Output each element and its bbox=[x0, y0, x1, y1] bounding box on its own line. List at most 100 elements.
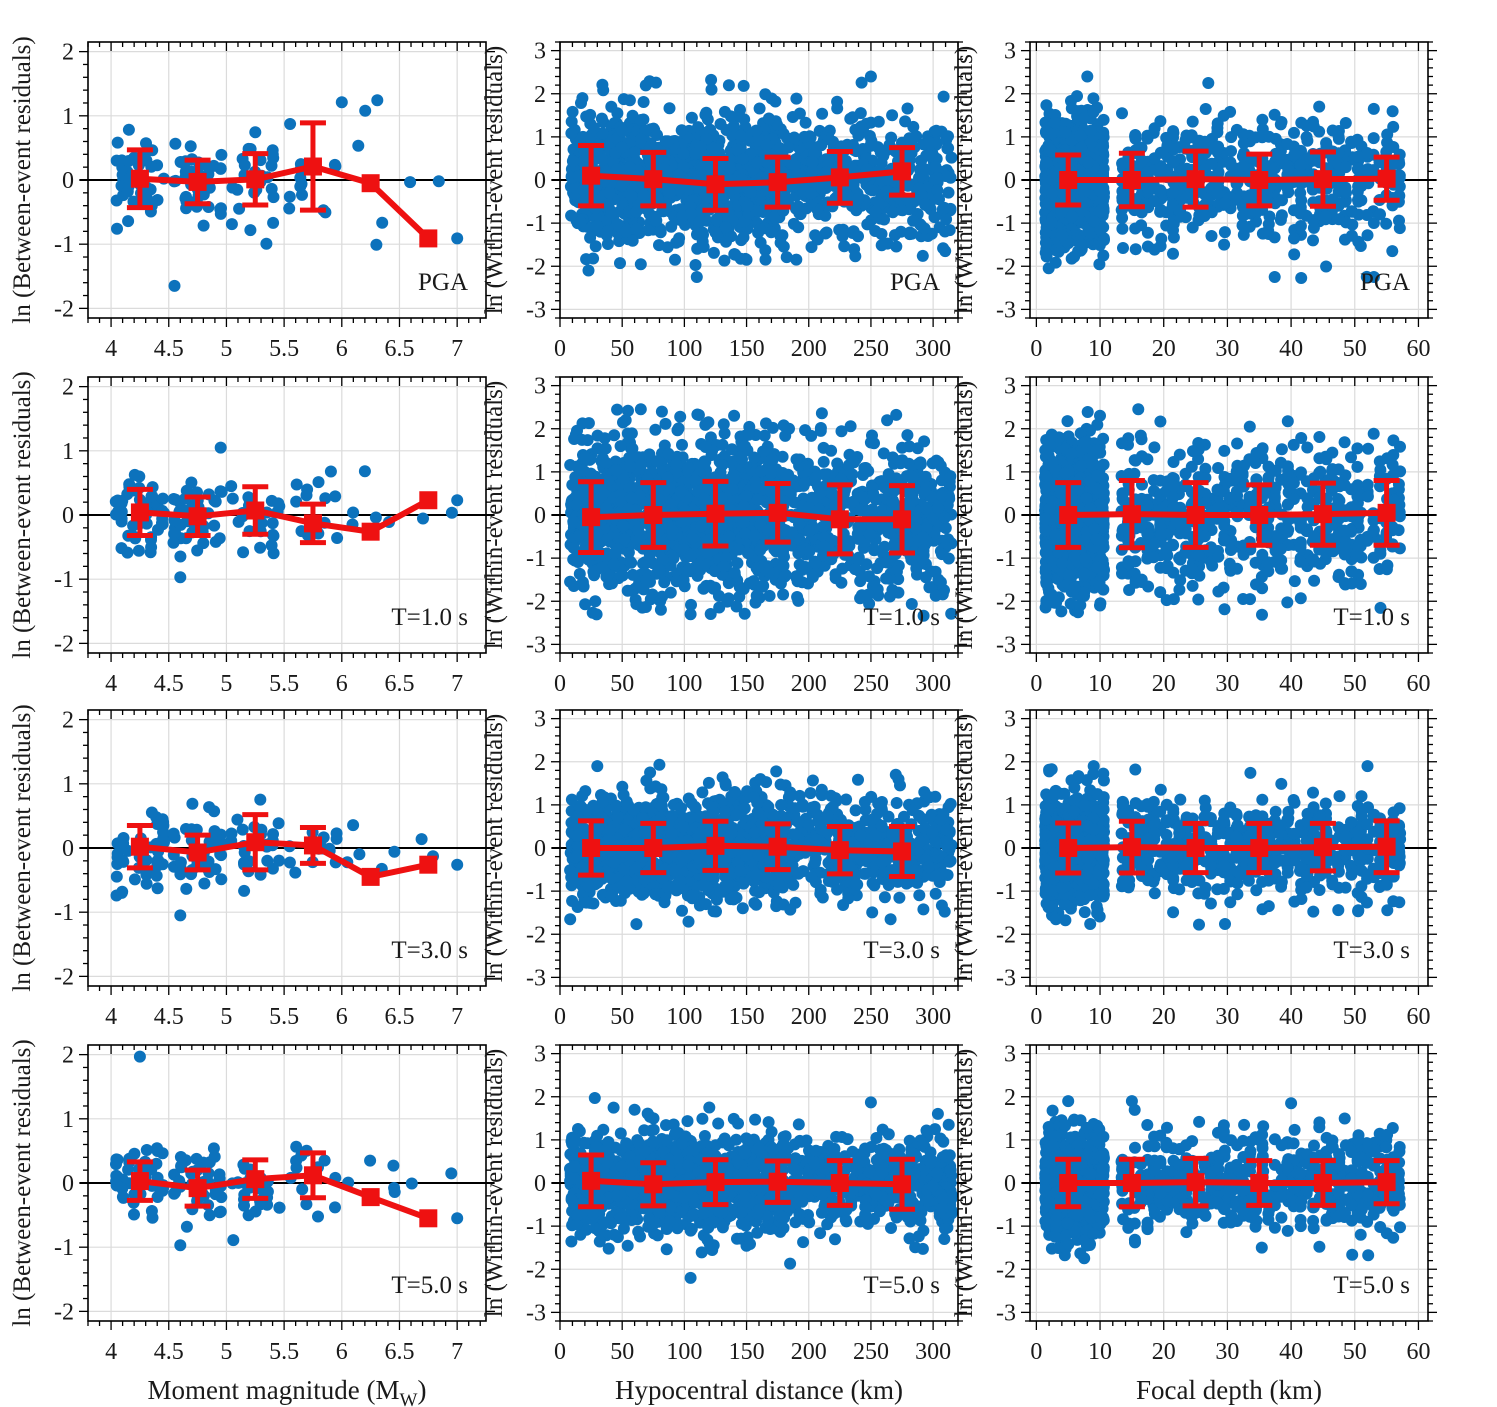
mean-marker bbox=[644, 1175, 663, 1194]
mean-marker bbox=[303, 1166, 322, 1185]
mean-marker bbox=[644, 506, 663, 524]
mean-marker bbox=[1059, 839, 1078, 857]
mean-line bbox=[590, 509, 902, 523]
mean-marker bbox=[582, 839, 601, 857]
svg-text:1: 1 bbox=[62, 104, 74, 130]
panel-r1c1: 4 4.5 5 5.5 6 6.5 7 -2 -1 0 1 2 ln (Between-event re… bbox=[9, 36, 495, 362]
mean-marker bbox=[246, 1170, 265, 1189]
svg-text:20: 20 bbox=[1152, 336, 1176, 362]
panel-r1c2: 0 50 100 150 200 250 300 -3 -2 -1 0 1 2 3 ln (Within-e… bbox=[481, 39, 967, 362]
scatter-points bbox=[110, 1050, 464, 1252]
binned-mean-series bbox=[1055, 818, 1400, 876]
svg-text:2: 2 bbox=[62, 40, 74, 66]
y-axis-title: ln (Between-event residuals) bbox=[9, 1039, 36, 1326]
svg-text:3: 3 bbox=[1004, 39, 1016, 65]
y-axis-title: ln (Between-event residuals) bbox=[9, 704, 36, 991]
mean-marker bbox=[1059, 171, 1078, 189]
axis-ticks bbox=[1021, 709, 1437, 995]
mean-marker bbox=[1250, 171, 1269, 189]
binned-mean-series bbox=[578, 1152, 916, 1212]
binned-mean-series bbox=[1055, 148, 1400, 210]
axis-ticks bbox=[551, 709, 967, 995]
mean-marker bbox=[130, 837, 149, 856]
scatter-points bbox=[110, 793, 464, 922]
mean-marker bbox=[246, 501, 265, 520]
mean-marker bbox=[893, 510, 912, 529]
svg-text:5.5: 5.5 bbox=[269, 336, 299, 362]
mean-marker bbox=[1313, 170, 1332, 189]
mean-marker bbox=[1313, 838, 1332, 857]
mean-marker bbox=[1059, 506, 1078, 524]
svg-text:4: 4 bbox=[105, 336, 117, 362]
scatter-points bbox=[110, 94, 464, 292]
panel-label: T=3.0 s bbox=[391, 937, 468, 964]
svg-text:6: 6 bbox=[336, 671, 348, 697]
panel-label: T=1.0 s bbox=[863, 604, 940, 631]
svg-text:0: 0 bbox=[554, 336, 566, 362]
mean-marker bbox=[1122, 505, 1141, 524]
panel-label: PGA bbox=[418, 269, 468, 296]
panel-label: PGA bbox=[1360, 269, 1410, 296]
mean-marker bbox=[188, 1179, 207, 1198]
mean-marker bbox=[1250, 1174, 1269, 1192]
svg-text:60: 60 bbox=[1406, 336, 1430, 362]
svg-text:0: 0 bbox=[1004, 168, 1016, 194]
mean-marker bbox=[768, 173, 787, 192]
svg-text:-1: -1 bbox=[54, 232, 74, 258]
y-axis-title: ln (Within-event residuals) bbox=[481, 714, 508, 982]
mean-marker bbox=[893, 842, 912, 861]
mean-marker bbox=[188, 172, 207, 191]
svg-text:-3: -3 bbox=[996, 297, 1016, 323]
mean-line bbox=[1068, 843, 1387, 851]
mean-marker bbox=[1250, 839, 1269, 857]
mean-marker bbox=[830, 168, 849, 187]
mean-marker bbox=[768, 837, 787, 856]
axis-ticks bbox=[551, 41, 967, 327]
mean-line bbox=[590, 1177, 903, 1188]
svg-text:200: 200 bbox=[791, 336, 827, 362]
svg-text:1: 1 bbox=[534, 125, 546, 151]
axis-ticks bbox=[1021, 376, 1437, 662]
mean-marker bbox=[130, 1172, 149, 1191]
svg-text:6: 6 bbox=[336, 336, 348, 362]
mean-marker bbox=[1122, 171, 1141, 189]
svg-text:10: 10 bbox=[1088, 336, 1112, 362]
mean-marker bbox=[706, 175, 725, 194]
panel-label: T=3.0 s bbox=[863, 937, 940, 964]
svg-text:0: 0 bbox=[534, 168, 546, 194]
svg-text:100: 100 bbox=[666, 336, 702, 362]
mean-marker bbox=[1186, 170, 1205, 189]
panel-r2c1: 4 4.5 5 5.5 6 6.5 7 -2 -1 0 1 2 ln (Between-event re… bbox=[9, 371, 495, 697]
x-axis-title: Moment magnitude (MW) bbox=[148, 1375, 427, 1407]
mean-marker bbox=[1377, 503, 1396, 522]
y-axis-title: ln (Within-event residuals) bbox=[481, 46, 508, 314]
mean-line bbox=[139, 1172, 430, 1222]
binned-mean-series bbox=[1055, 1155, 1400, 1210]
mean-marker bbox=[893, 162, 912, 181]
svg-text:6.5: 6.5 bbox=[384, 671, 414, 697]
svg-text:1: 1 bbox=[1004, 125, 1016, 151]
svg-text:5: 5 bbox=[220, 671, 232, 697]
mean-marker bbox=[1186, 839, 1205, 857]
svg-text:5.5: 5.5 bbox=[269, 671, 299, 697]
mean-marker bbox=[361, 522, 380, 541]
svg-text:-1: -1 bbox=[996, 211, 1016, 237]
svg-text:-2: -2 bbox=[996, 254, 1016, 280]
mean-marker bbox=[644, 839, 663, 857]
svg-text:250: 250 bbox=[853, 336, 889, 362]
svg-text:4.5: 4.5 bbox=[154, 671, 184, 697]
svg-text:40: 40 bbox=[1279, 336, 1303, 362]
